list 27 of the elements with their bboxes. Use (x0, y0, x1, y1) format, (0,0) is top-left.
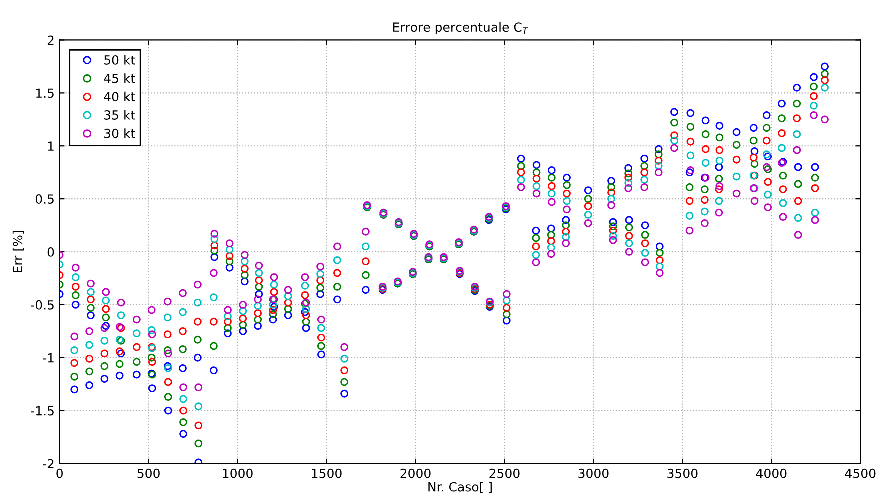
legend-label: 35 kt (104, 110, 136, 120)
y-tick-label: -0.5 (31, 300, 54, 310)
legend-label: 30 kt (104, 128, 136, 138)
legend-label: 50 kt (104, 55, 136, 65)
y-tick-label: 1.5 (36, 88, 54, 98)
y-tick-label: 0.5 (36, 194, 54, 204)
chart-title: Errore percentuale C$_{T}$ (393, 22, 528, 35)
x-tick-label: 0 (56, 468, 63, 478)
y-tick-label: 1 (48, 142, 54, 151)
x-tick-label: 1500 (312, 468, 342, 478)
legend-label: 45 kt (104, 74, 136, 84)
y-tick-label: -1 (43, 354, 54, 363)
x-tick-label: 4500 (845, 468, 876, 478)
y-tick-label: 2 (48, 36, 54, 45)
x-axis-title: Nr. Caso[ ] (428, 482, 492, 494)
y-tick-label: 0 (48, 247, 54, 257)
y-tick-label: -2 (43, 459, 54, 469)
legend-label: 40 kt (104, 92, 136, 102)
x-tick-label: 500 (138, 468, 160, 478)
x-tick-label: 1000 (223, 468, 253, 478)
y-axis-title: Err [%] (12, 231, 24, 273)
x-tick-label: 2000 (400, 468, 431, 478)
y-tick-label: -1.5 (31, 406, 54, 416)
x-tick-label: 3000 (578, 468, 609, 478)
x-tick-label: 4000 (756, 468, 787, 478)
x-tick-label: 3500 (668, 468, 698, 478)
x-tick-label: 2500 (490, 468, 520, 478)
